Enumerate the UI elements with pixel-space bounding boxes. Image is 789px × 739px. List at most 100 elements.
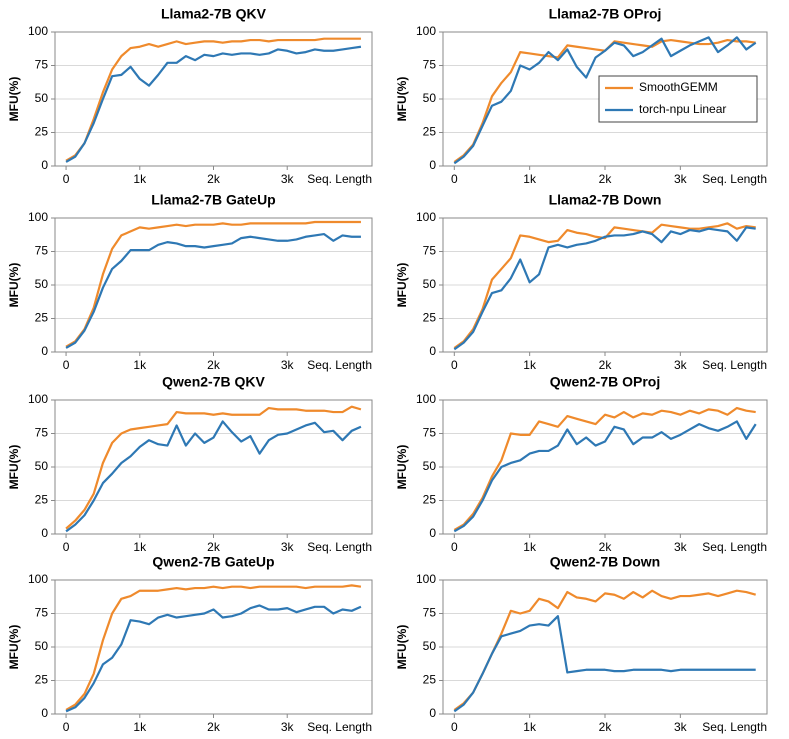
y-tick-label: 75: [35, 244, 49, 258]
x-axis-label: Seq. Length: [702, 540, 767, 554]
x-axis-label: Seq. Length: [702, 172, 767, 186]
plot-frame: [442, 217, 768, 353]
x-tick-label: 0: [63, 172, 70, 186]
x-tick-label: 3k: [281, 720, 295, 734]
x-tick-label: 0: [451, 540, 458, 554]
series-line: [453, 36, 757, 165]
y-tick-label: 0: [41, 706, 48, 720]
x-tick-label: 0: [451, 172, 458, 186]
legend-label: torch-npu Linear: [639, 102, 726, 116]
x-axis-label: Seq. Length: [702, 358, 767, 372]
x-axis-label: Seq. Length: [702, 720, 767, 734]
x-tick-label: 3k: [674, 720, 688, 734]
x-tick-label: 2k: [207, 358, 221, 372]
x-axis-label: Seq. Length: [307, 172, 372, 186]
y-tick-label: 25: [423, 311, 437, 325]
y-tick-label: 100: [28, 392, 48, 406]
series-line: [65, 584, 362, 711]
legend-box: [598, 75, 758, 123]
x-tick-label: 0: [63, 540, 70, 554]
series-line: [65, 37, 361, 162]
series-line: [453, 420, 757, 533]
y-tick-label: 50: [423, 277, 437, 291]
series-line: [453, 589, 756, 711]
series-line: [65, 232, 361, 349]
plot-frame: [54, 217, 373, 353]
x-tick-label: 2k: [599, 720, 613, 734]
series-line: [453, 615, 756, 713]
x-tick-label: 1k: [523, 720, 537, 734]
y-tick-label: 100: [416, 24, 436, 38]
y-tick-label: 75: [423, 426, 437, 440]
y-tick-label: 50: [35, 277, 49, 291]
x-axis-label: Seq. Length: [307, 540, 372, 554]
series-line: [65, 405, 362, 530]
x-tick-label: 3k: [281, 540, 295, 554]
y-tick-label: 0: [41, 344, 48, 358]
x-tick-label: 0: [451, 358, 458, 372]
y-tick-label: 25: [35, 125, 49, 139]
y-tick-label: 75: [423, 606, 437, 620]
chart-title: Llama2-7B GateUp: [151, 192, 275, 208]
y-axis-label: MFU(%): [7, 625, 21, 670]
plot-frame: [442, 399, 768, 535]
plot-frame: [54, 31, 373, 167]
x-tick-label: 2k: [599, 172, 613, 186]
x-tick-label: 0: [451, 720, 458, 734]
y-tick-label: 75: [423, 58, 437, 72]
y-tick-label: 50: [35, 459, 49, 473]
y-tick-label: 100: [28, 24, 48, 38]
x-tick-label: 2k: [599, 358, 613, 372]
y-tick-label: 0: [429, 706, 436, 720]
y-tick-label: 0: [429, 526, 436, 540]
series-line: [453, 226, 756, 351]
x-tick-label: 0: [63, 358, 70, 372]
y-tick-label: 0: [41, 158, 48, 172]
plot-frame: [442, 579, 768, 715]
x-tick-label: 1k: [523, 172, 537, 186]
y-tick-label: 0: [429, 344, 436, 358]
y-tick-label: 100: [28, 210, 48, 224]
y-tick-label: 25: [35, 493, 49, 507]
y-axis-label: MFU(%): [395, 625, 409, 670]
x-tick-label: 0: [63, 720, 70, 734]
x-tick-label: 1k: [133, 540, 147, 554]
y-tick-label: 0: [429, 158, 436, 172]
plot-frame: [54, 399, 373, 535]
x-tick-label: 1k: [133, 358, 147, 372]
y-tick-label: 50: [35, 91, 49, 105]
y-tick-label: 0: [41, 526, 48, 540]
y-axis-label: MFU(%): [7, 263, 21, 308]
y-tick-label: 50: [423, 91, 437, 105]
chart-title: Qwen2-7B Down: [550, 554, 660, 570]
y-axis-label: MFU(%): [7, 77, 21, 122]
y-tick-label: 75: [35, 606, 49, 620]
x-tick-label: 1k: [523, 358, 537, 372]
x-axis-label: Seq. Length: [307, 720, 372, 734]
chart-title: Qwen2-7B QKV: [162, 374, 265, 390]
y-tick-label: 25: [35, 311, 49, 325]
series-line: [65, 220, 361, 348]
series-line: [65, 604, 362, 713]
x-tick-label: 1k: [523, 540, 537, 554]
y-axis-label: MFU(%): [7, 445, 21, 490]
series-line: [65, 45, 362, 163]
chart-title: Qwen2-7B GateUp: [152, 554, 274, 570]
plot-frame: [442, 31, 768, 167]
plot-frame: [54, 579, 373, 715]
chart-title: Llama2-7B OProj: [549, 6, 662, 22]
x-tick-label: 3k: [281, 172, 295, 186]
y-tick-label: 75: [35, 426, 49, 440]
y-tick-label: 50: [35, 639, 49, 653]
y-tick-label: 25: [423, 125, 437, 139]
x-tick-label: 1k: [133, 720, 147, 734]
y-tick-label: 50: [423, 639, 437, 653]
chart-title: Llama2-7B Down: [549, 192, 662, 208]
x-tick-label: 2k: [207, 172, 221, 186]
y-tick-label: 50: [423, 459, 437, 473]
y-tick-label: 25: [423, 493, 437, 507]
x-tick-label: 3k: [281, 358, 295, 372]
x-tick-label: 2k: [207, 540, 221, 554]
x-tick-label: 3k: [674, 540, 688, 554]
